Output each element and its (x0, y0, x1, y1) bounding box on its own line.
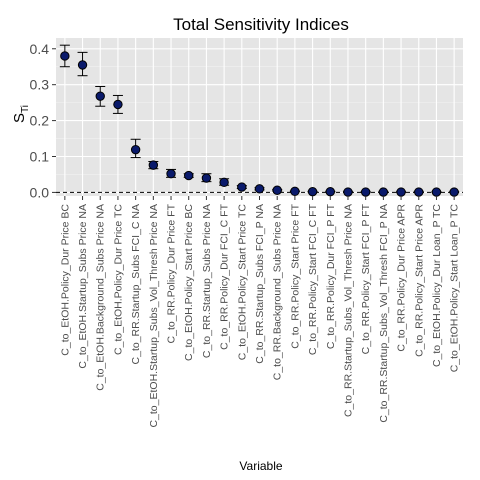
data-point (166, 169, 176, 179)
data-point (148, 160, 159, 170)
x-tick-label: C_to_RR.Policy_Start FCI_P FT (360, 203, 372, 354)
y-tick-label: 0.2 (30, 113, 50, 129)
x-tick-label: C_to_EtOH.Background_Subs Price NA (95, 204, 107, 391)
data-point (414, 187, 424, 197)
y-axis-ticks: 0.0 0.1 0.2 0.3 0.4 (30, 41, 56, 200)
data-point (201, 173, 212, 183)
x-tick-label: C_to_RR.Policy_Dur Price FT (166, 203, 178, 343)
x-tick-label: C_to_RR.Policy_Start FCI_C FT (307, 203, 319, 355)
data-point (237, 182, 247, 192)
x-tick-label: C_to_RR.Policy_Start Price APR (413, 204, 425, 357)
x-axis-label: Variable (239, 459, 282, 473)
data-point (95, 91, 105, 101)
y-axis-label-sub: Ti (20, 105, 31, 113)
x-axis-ticks: C_to_EtOH.Policy_Dur Price BC C_to_EtOH.S… (59, 196, 461, 428)
data-point (184, 170, 194, 181)
x-tick-label: C_to_EtOH.Startup_Subs_Vol_Thresh Price … (148, 204, 160, 428)
data-point (431, 187, 442, 197)
x-tick-label: C_to_EtOH.Policy_Dur Price BC (59, 204, 71, 356)
x-tick-label: C_to_RR.Startup_Subs Price NA (201, 204, 213, 358)
y-tick-label: 0.4 (30, 41, 50, 57)
x-tick-label: C_to_RR.Background_Subs Price NA (272, 204, 284, 380)
x-tick-label: C_to_RR.Policy_Dur FCI_C FT (219, 203, 231, 349)
x-tick-label: C_to_EtOH.Policy_Start Price BC (183, 204, 195, 361)
data-point (360, 187, 371, 197)
data-point (254, 184, 265, 194)
x-tick-label: C_to_RR.Policy_Dur FCI_P FT (325, 203, 337, 349)
y-axis-label-main: S (11, 113, 28, 123)
data-point (290, 186, 300, 197)
x-tick-label: C_to_RR.Startup_Subs_Vol_Thresh Price NA (342, 204, 354, 417)
x-tick-label: C_to_RR.Startup_Subs_Vol_Thresh FCI_P NA (378, 204, 390, 423)
data-point (60, 51, 70, 61)
chart-title: Total Sensitivity Indices (173, 15, 349, 34)
x-tick-label: C_to_RR.Policy_Dur Price APR (396, 204, 408, 352)
x-tick-label: C_to_EtOH.Policy_Start Loan_P TC (449, 204, 461, 373)
data-point (325, 186, 335, 197)
x-tick-label: C_to_EtOH.Policy_Dur Price TC (112, 204, 124, 355)
data-points (60, 51, 459, 197)
y-tick-label: 0.0 (30, 184, 50, 200)
x-tick-label: C_to_EtOH.Policy_Dur Loan_P TC (431, 204, 443, 367)
data-point (113, 99, 123, 110)
data-point (130, 144, 141, 155)
data-point (449, 187, 459, 197)
x-tick-label: C_to_RR.Startup_Subs FCI_P NA (254, 204, 266, 364)
x-tick-label: C_to_RR.Startup_Subs FCI_C NA (130, 204, 142, 364)
data-point (307, 186, 318, 197)
data-point (343, 187, 353, 197)
data-point (272, 185, 282, 195)
x-tick-label: C_to_EtOH.Startup_Subs Price NA (77, 204, 89, 369)
data-point (396, 187, 406, 197)
x-tick-label: C_to_EtOH.Policy_Start Price TC (236, 204, 248, 361)
y-tick-label: 0.3 (30, 77, 50, 93)
data-point (378, 187, 389, 197)
data-point (77, 60, 88, 70)
y-axis-label: STi (11, 105, 31, 123)
data-point (219, 177, 229, 188)
y-tick-label: 0.1 (30, 149, 50, 165)
x-tick-label: C_to_RR.Policy_Start Price FT (289, 203, 301, 348)
